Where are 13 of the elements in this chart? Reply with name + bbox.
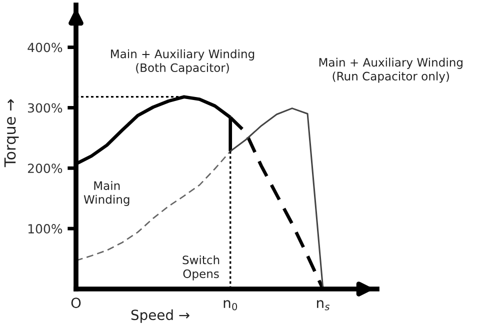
annotation: Main + Auxiliary Winding (Both Capacitor): [111, 49, 254, 74]
y-axis-title: Torque →: [4, 99, 19, 168]
x-axis-title: Speed →: [131, 309, 190, 323]
y-tick-label: 400%: [28, 42, 62, 52]
y-tick-label: 300%: [28, 103, 62, 113]
x-tick-label: O: [71, 298, 81, 308]
y-tick-label: 100%: [28, 224, 62, 234]
y-tick-label: 200%: [28, 164, 62, 174]
x-tick-label: n$_{0}$: [224, 300, 238, 310]
annotation: Switch Opens: [182, 255, 220, 280]
annotation: Main Winding: [84, 181, 130, 206]
annotation: Main + Auxiliary Winding (Run Capacitor only): [319, 58, 462, 83]
x-tick-label: n$_{s}$: [317, 300, 330, 310]
